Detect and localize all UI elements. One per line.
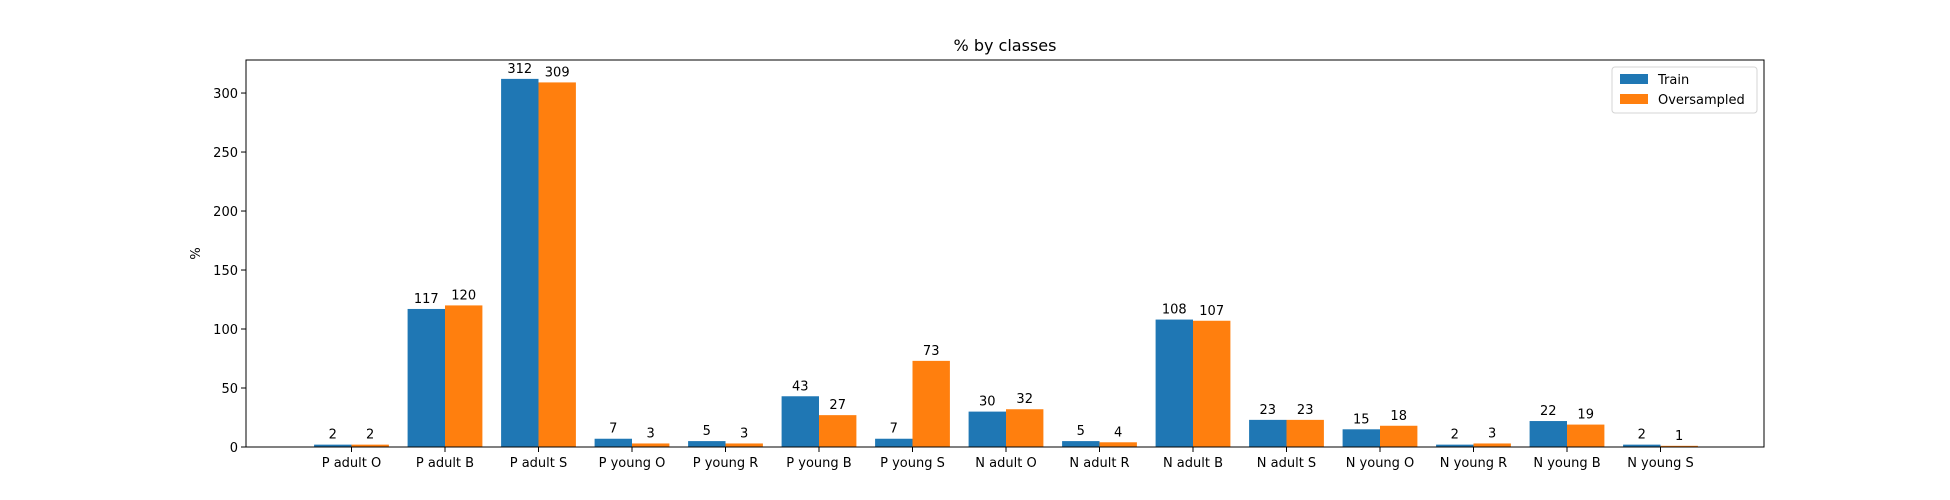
legend-label: Oversampled (1658, 93, 1745, 108)
data-label: 3 (1488, 426, 1496, 441)
bar-train (1436, 444, 1474, 447)
data-label: 2 (366, 428, 374, 443)
legend-swatch (1620, 94, 1648, 104)
x-tick-label: N adult S (1257, 456, 1316, 471)
data-label: 4 (1114, 425, 1122, 440)
x-tick-label: P adult B (416, 456, 474, 471)
plot-frame (245, 59, 1765, 448)
x-tick-label: N adult B (1163, 456, 1223, 471)
y-axis-ticks: 0 50 100 150 200 250 300 (213, 87, 246, 456)
bar-oversampled (725, 443, 763, 447)
bar-oversampled (351, 444, 389, 447)
bar-oversampled (1473, 443, 1511, 447)
data-label: 23 (1260, 403, 1277, 418)
data-label: 117 (414, 292, 439, 307)
y-tick-label: 250 (213, 146, 238, 161)
x-axis-ticks: P adult O P adult B P adult S P young O P yo… (322, 447, 1694, 471)
bar-train (1155, 319, 1193, 447)
data-label: 107 (1199, 304, 1224, 319)
data-label: 7 (609, 422, 617, 437)
bar-train (1342, 429, 1380, 447)
y-tick-label: 300 (213, 87, 238, 102)
bar-oversampled (1193, 320, 1231, 447)
legend-label: Train (1657, 73, 1689, 88)
x-tick-label: P young B (786, 456, 851, 471)
x-tick-label: P young S (880, 456, 945, 471)
bar-oversampled (912, 360, 950, 447)
data-label: 1 (1675, 429, 1683, 444)
data-label: 2 (1638, 428, 1646, 443)
y-tick-label: 150 (213, 264, 238, 279)
bar-train (968, 411, 1006, 447)
bar-train (875, 438, 913, 447)
bar-train (1623, 444, 1661, 447)
x-tick-label: N young B (1533, 456, 1600, 471)
data-label: 2 (329, 428, 337, 443)
bar-oversampled (1567, 424, 1605, 447)
x-tick-label: N young S (1627, 456, 1694, 471)
bar-oversampled (1006, 409, 1044, 447)
data-label: 108 (1162, 303, 1187, 318)
bar-train (594, 438, 632, 447)
bar-train (1249, 419, 1287, 447)
x-tick-label: N adult O (975, 456, 1036, 471)
data-label: 22 (1540, 404, 1557, 419)
bar-oversampled (1286, 419, 1324, 447)
y-axis-label: % (189, 247, 204, 259)
bar-oversampled (1099, 442, 1137, 447)
bar-train (688, 441, 726, 447)
data-label: 27 (829, 398, 846, 413)
bar-train (501, 78, 539, 447)
y-tick-label: 200 (213, 205, 238, 220)
data-label: 7 (890, 422, 898, 437)
bar-oversampled (1380, 425, 1418, 447)
data-label: 73 (923, 344, 940, 359)
bar-oversampled (445, 305, 483, 447)
x-tick-label: P young O (599, 456, 666, 471)
x-tick-label: P adult O (322, 456, 382, 471)
x-tick-label: P adult S (510, 456, 568, 471)
data-label: 312 (507, 62, 532, 77)
legend: Train Oversampled (1611, 66, 1758, 114)
data-label: 5 (1077, 424, 1085, 439)
legend-swatch (1620, 74, 1648, 84)
bar-train (407, 308, 445, 447)
bar-oversampled (819, 415, 857, 447)
y-tick-label: 100 (213, 323, 238, 338)
data-label: 19 (1577, 408, 1594, 423)
data-label: 3 (740, 426, 748, 441)
y-tick-label: 0 (230, 441, 238, 456)
bar-train (1529, 421, 1567, 447)
data-label: 30 (979, 395, 996, 410)
data-label: 3 (647, 426, 655, 441)
y-tick-label: 50 (221, 382, 238, 397)
bar-oversampled (1660, 445, 1698, 447)
bar-train (781, 396, 819, 447)
x-tick-label: N young O (1346, 456, 1415, 471)
data-label: 5 (703, 424, 711, 439)
data-label: 32 (1016, 392, 1033, 407)
data-label: 309 (545, 65, 570, 80)
chart-title: % by classes (954, 36, 1057, 55)
x-tick-label: P young R (693, 456, 759, 471)
bar-oversampled (538, 82, 576, 447)
data-label: 18 (1390, 409, 1407, 424)
data-label: 43 (792, 379, 809, 394)
x-tick-label: N adult R (1069, 456, 1129, 471)
bar-train (314, 444, 352, 447)
data-label: 15 (1353, 412, 1370, 427)
data-label: 2 (1451, 428, 1459, 443)
bar-oversampled (632, 443, 670, 447)
data-label: 23 (1297, 403, 1314, 418)
data-label: 120 (451, 288, 476, 303)
legend-box (1611, 66, 1758, 114)
bar-train (1062, 441, 1100, 447)
x-tick-label: N young R (1440, 456, 1507, 471)
